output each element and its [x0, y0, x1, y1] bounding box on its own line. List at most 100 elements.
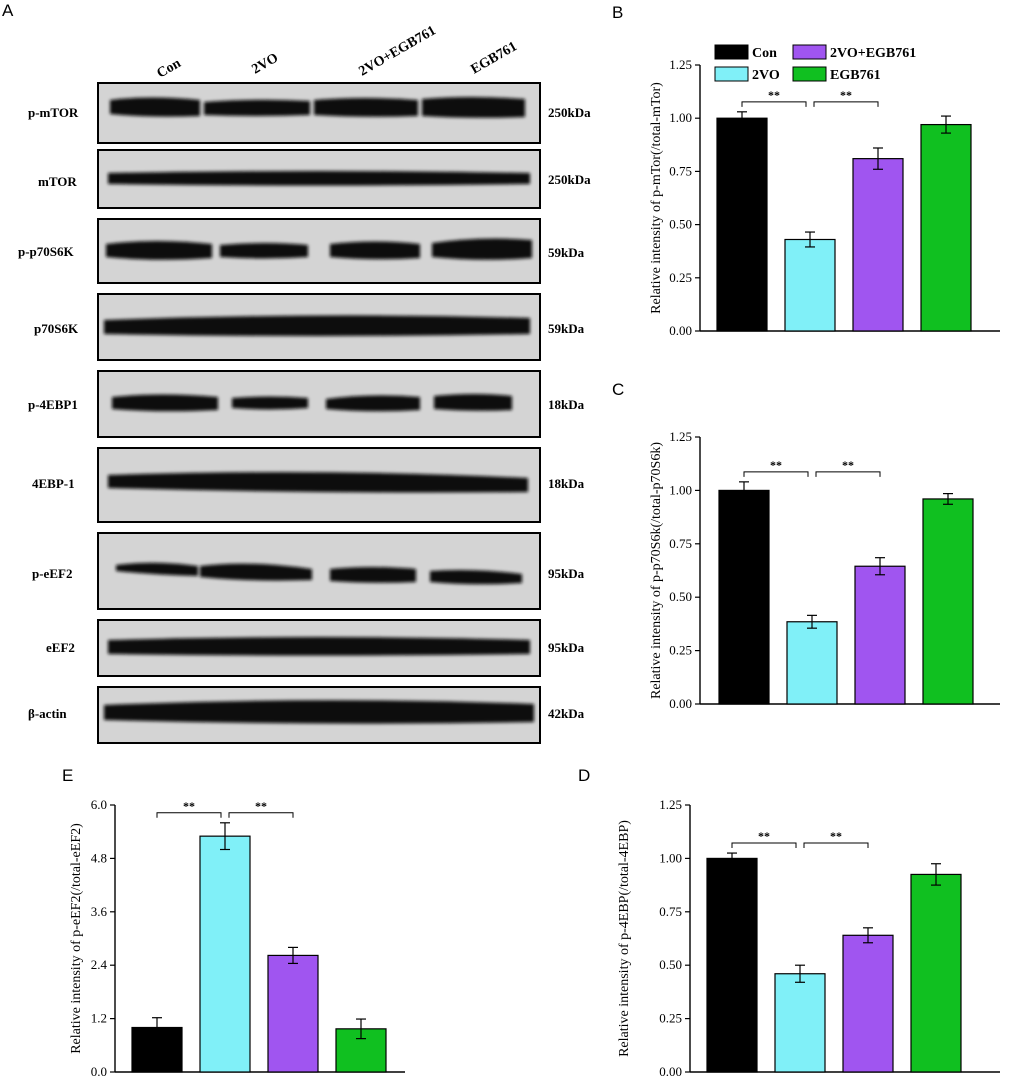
kda-label: 59kDa — [548, 245, 585, 260]
blot-row-p-4ebp1: p-4EBP1 18kDa — [28, 370, 585, 438]
significance-label: ** — [840, 88, 852, 102]
y-tick-label: 1.00 — [669, 482, 692, 497]
band — [108, 472, 528, 493]
kda-label: 42kDa — [548, 706, 585, 721]
protein-label: p-mTOR — [28, 105, 79, 120]
blot-row-beta-actin: β-actin 42kDa — [28, 686, 585, 744]
protein-label: mTOR — [38, 174, 77, 189]
bar-egb761 — [335, 1028, 387, 1073]
bar-2vo-egb761 — [852, 158, 904, 332]
blot-bands — [104, 315, 530, 336]
kda-label: 95kDa — [548, 566, 585, 581]
blot-rows: p-mTOR 250kDa mTOR 250kDa p-p70S6K — [18, 82, 591, 744]
significance-bracket — [228, 812, 294, 818]
y-tick-label: 1.25 — [669, 57, 692, 72]
significance-bracket — [743, 471, 809, 477]
band — [232, 396, 308, 410]
band — [108, 637, 530, 656]
y-tick-label: 0.75 — [669, 163, 692, 178]
band — [430, 570, 522, 585]
lane-headers: Con 2VO 2VO+EGB761 EGB761 — [155, 23, 520, 81]
band — [432, 238, 532, 260]
blot-row-p-mtor: p-mTOR 250kDa — [28, 82, 591, 144]
blot-row-4ebp-1: 4EBP-1 18kDa — [32, 447, 585, 523]
band — [106, 241, 212, 260]
y-tick-label: 0.25 — [669, 643, 692, 658]
protein-label: eEF2 — [46, 640, 75, 655]
significance-bracket — [815, 471, 881, 477]
panel-label-d: D — [578, 766, 590, 785]
band — [434, 394, 512, 411]
chart-e: E 0.0 1.2 2.4 3.6 4.8 6.0 Relative intensity of… — [62, 766, 405, 1077]
bar-2vo-egb761 — [854, 565, 906, 705]
significance-label: ** — [770, 458, 782, 472]
y-tick-label: 0.00 — [659, 1064, 682, 1077]
significance-bracket — [731, 842, 797, 849]
panel-label-a: A — [2, 1, 14, 20]
y-tick-label: 1.00 — [659, 850, 682, 865]
band — [220, 243, 308, 259]
blot-bands — [116, 562, 522, 585]
legend-label-egb761: EGB761 — [830, 68, 881, 83]
significance-bracket — [741, 101, 807, 107]
band — [330, 241, 420, 260]
protein-label: p70S6K — [34, 321, 79, 336]
bar-egb761 — [920, 123, 972, 332]
legend-label-con: Con — [752, 46, 777, 61]
blot-bands — [108, 472, 528, 493]
protein-label: p-4EBP1 — [28, 397, 78, 412]
significance-label: ** — [255, 799, 267, 813]
legend-label-2vo-egb761: 2VO+EGB761 — [830, 46, 916, 61]
blot-row-p-eef2: p-eEF2 95kDa — [32, 532, 585, 610]
band — [116, 562, 198, 576]
significance-label: ** — [842, 458, 854, 472]
blot-bands — [104, 700, 534, 724]
kda-label: 59kDa — [548, 321, 585, 336]
legend-swatch-con — [714, 44, 749, 60]
blot-bands — [108, 637, 530, 656]
blot-row-mtor: mTOR 250kDa — [38, 149, 591, 209]
kda-label: 250kDa — [548, 172, 591, 187]
bar-2vo — [784, 238, 836, 332]
bar-egb761 — [910, 873, 962, 1073]
protein-label: β-actin — [28, 706, 67, 721]
band — [108, 171, 530, 186]
kda-label: 250kDa — [548, 105, 591, 120]
y-axis-label: Relative intensity of p-mTor(/total-mTor… — [649, 82, 664, 314]
chart-d: D 0.00 0.25 0.50 0.75 1.00 1.25 Relative intens… — [578, 766, 1000, 1077]
blot-row-p-p70s6k: p-p70S6K 59kDa — [18, 218, 585, 284]
legend-swatch-2vo-egb761 — [792, 44, 827, 60]
legend: Con 2VO 2VO+EGB761 EGB761 — [714, 44, 916, 83]
chart-b: B 0.00 0.25 0.50 0.75 1.00 1.25 Relative intens… — [612, 3, 1000, 338]
y-axis-label: Relative intensity of p-4EBP(/total-4EBP… — [617, 820, 632, 1057]
band — [110, 97, 200, 117]
y-axis-label: Relative intensity of p-eEF2(/total-eEF2… — [69, 823, 84, 1054]
kda-label: 95kDa — [548, 640, 585, 655]
blot-row-eef2: eEF2 95kDa — [46, 619, 585, 677]
lane-label-egb761: EGB761 — [469, 39, 520, 77]
chart-c: C 0.00 0.25 0.50 0.75 1.00 1.25 Relative intens… — [612, 380, 1000, 711]
bar-egb761 — [922, 498, 974, 705]
significance-label: ** — [183, 799, 195, 813]
protein-label: p-p70S6K — [18, 244, 75, 259]
significance-bracket — [803, 842, 869, 849]
bar-2vo-egb761 — [842, 934, 894, 1073]
y-tick-label: 0.50 — [669, 217, 692, 232]
kda-label: 18kDa — [548, 397, 585, 412]
lane-label-2vo-egb761: 2VO+EGB761 — [357, 23, 439, 79]
legend-swatch-2vo — [714, 66, 749, 82]
significance-label: ** — [768, 88, 780, 102]
band — [200, 563, 312, 581]
band — [314, 98, 418, 117]
band — [326, 395, 420, 412]
y-axis-label: Relative intensity of p-p70S6k(/total-p7… — [649, 442, 664, 699]
blot-bands — [106, 238, 532, 260]
y-tick-label: 0.00 — [669, 696, 692, 711]
band — [112, 394, 218, 412]
y-tick-label: 1.2 — [91, 1011, 107, 1026]
y-tick-label: 0.00 — [669, 323, 692, 338]
band — [422, 97, 525, 118]
y-tick-label: 1.00 — [669, 110, 692, 125]
panel-label-b: B — [612, 3, 623, 22]
